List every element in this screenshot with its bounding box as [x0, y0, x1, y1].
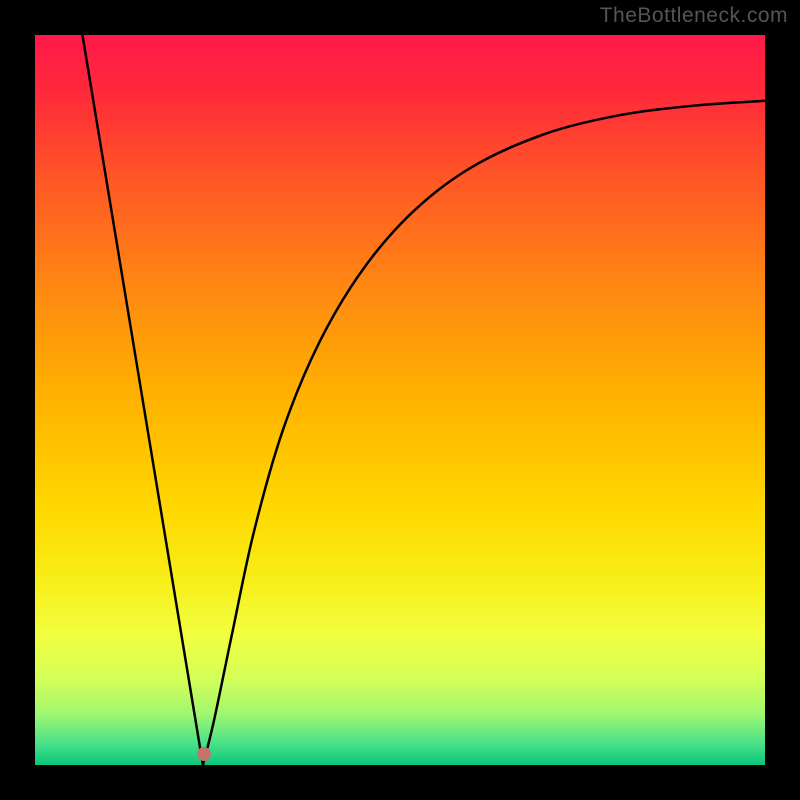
plot-area — [35, 35, 765, 765]
right-branch-curve — [203, 101, 765, 765]
curve-layer — [35, 35, 765, 765]
minimum-marker — [197, 747, 211, 761]
left-branch-line — [82, 35, 202, 765]
watermark-text: TheBottleneck.com — [600, 4, 788, 28]
chart-container: TheBottleneck.com — [0, 0, 800, 800]
